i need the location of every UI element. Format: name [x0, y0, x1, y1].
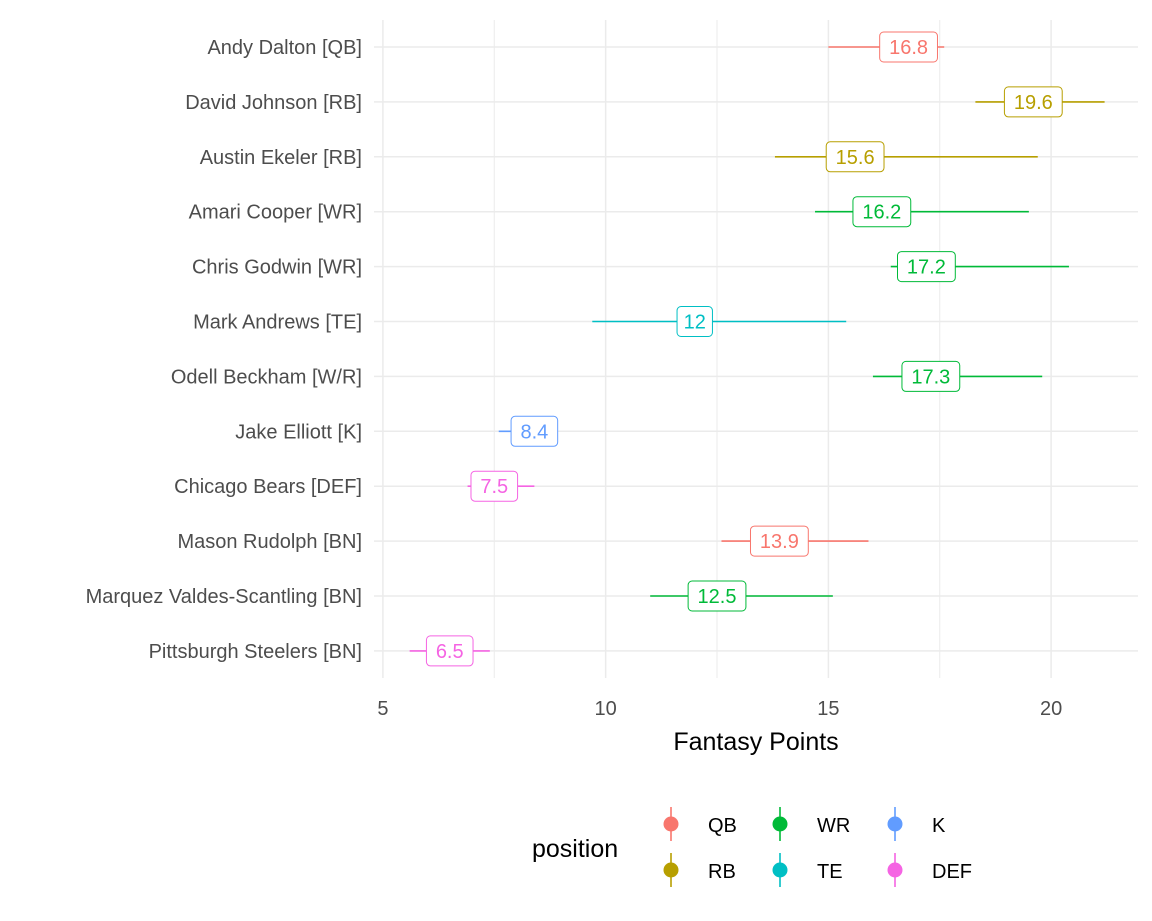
value-label-box — [825, 141, 885, 173]
legend-key-point — [772, 816, 788, 832]
y-tick-label: Mason Rudolph [BN] — [177, 531, 362, 553]
x-tick-label: 20 — [1040, 698, 1062, 720]
x-tick-label: 15 — [817, 698, 839, 720]
value-label: 19.6 — [1014, 92, 1053, 114]
value-label-box — [470, 470, 519, 502]
x-tick-label: 5 — [377, 698, 388, 720]
value-label-box — [687, 580, 747, 612]
value-label: 13.9 — [760, 531, 799, 553]
value-label: 16.2 — [862, 202, 901, 224]
value-label-box — [879, 31, 938, 63]
player-row: 8.4 — [498, 415, 559, 447]
y-tick-label: Odell Beckham [W/R] — [171, 366, 362, 388]
player-row: 13.9 — [721, 525, 869, 557]
value-label-box — [852, 196, 912, 228]
y-tick-label: Andy Dalton [QB] — [207, 37, 362, 59]
legend-entry: QB — [663, 807, 737, 841]
y-tick-label: Mark Andrews [TE] — [193, 312, 362, 334]
value-label: 12 — [684, 312, 706, 334]
player-row: 19.6 — [975, 86, 1105, 118]
value-label-box — [425, 635, 474, 667]
player-row: 6.5 — [409, 635, 490, 667]
legend-key-point — [887, 816, 903, 832]
legend-key-point — [887, 862, 903, 878]
value-label-box — [749, 525, 809, 557]
legend-entry: K — [887, 807, 946, 841]
y-tick-label: Amari Cooper [WR] — [189, 202, 362, 224]
player-row: 16.2 — [815, 196, 1029, 228]
value-label-box — [896, 251, 956, 283]
player-row: 16.8 — [828, 31, 945, 63]
series-layer: 16.8 19.6 15.6 16.2 17.2 12 17.3 8.4 7.5 13.9 12.5… — [409, 31, 1105, 667]
y-tick-label: Chris Godwin [WR] — [192, 257, 362, 279]
legend-key-point — [663, 862, 679, 878]
player-row: 17.2 — [890, 251, 1069, 283]
y-tick-label: Pittsburgh Steelers [BN] — [149, 641, 362, 663]
value-label: 6.5 — [436, 641, 464, 663]
legend-label: DEF — [932, 861, 972, 883]
value-label: 8.4 — [520, 421, 548, 443]
grid-layer — [374, 20, 1138, 678]
legend-label: K — [932, 815, 946, 837]
player-row: 7.5 — [467, 470, 535, 502]
legend-key-point — [772, 862, 788, 878]
x-axis: 5 10 15 20 — [377, 698, 1062, 720]
value-label: 17.3 — [911, 366, 950, 388]
x-axis-title: Fantasy Points — [673, 728, 838, 756]
player-row: 17.3 — [872, 360, 1043, 392]
player-row: 15.6 — [774, 141, 1038, 173]
y-tick-label: Marquez Valdes-Scantling [BN] — [86, 586, 362, 608]
legend-key-point — [663, 816, 679, 832]
y-tick-label: Chicago Bears [DEF] — [174, 476, 362, 498]
legend-label: QB — [708, 815, 737, 837]
value-label: 16.8 — [889, 37, 928, 59]
value-label-box — [676, 306, 713, 337]
value-label: 7.5 — [480, 476, 508, 498]
legend-label: TE — [817, 861, 843, 883]
y-tick-label: Austin Ekeler [RB] — [200, 147, 362, 169]
legend-title: position — [532, 835, 618, 863]
value-label: 12.5 — [698, 586, 737, 608]
player-row: 12.5 — [650, 580, 833, 612]
legend-entry: TE — [772, 853, 843, 887]
value-label-box — [510, 415, 559, 447]
legend-entry: WR — [772, 807, 850, 841]
legend-label: WR — [817, 815, 850, 837]
y-axis: Andy Dalton [QB] David Johnson [RB] Austin… — [86, 37, 362, 663]
y-tick-label: Jake Elliott [K] — [235, 421, 362, 443]
value-label: 15.6 — [836, 147, 875, 169]
value-label-box — [1003, 86, 1063, 118]
player-row: 12 — [592, 306, 847, 337]
value-label: 17.2 — [907, 257, 946, 279]
legend-label: RB — [708, 861, 736, 883]
x-tick-label: 10 — [595, 698, 617, 720]
value-label-box — [901, 360, 961, 392]
legend-entry: RB — [663, 853, 736, 887]
y-tick-label: David Johnson [RB] — [185, 92, 362, 114]
legend-entry: DEF — [887, 853, 972, 887]
legend: position QB RB WR TE K DEF — [532, 807, 972, 887]
